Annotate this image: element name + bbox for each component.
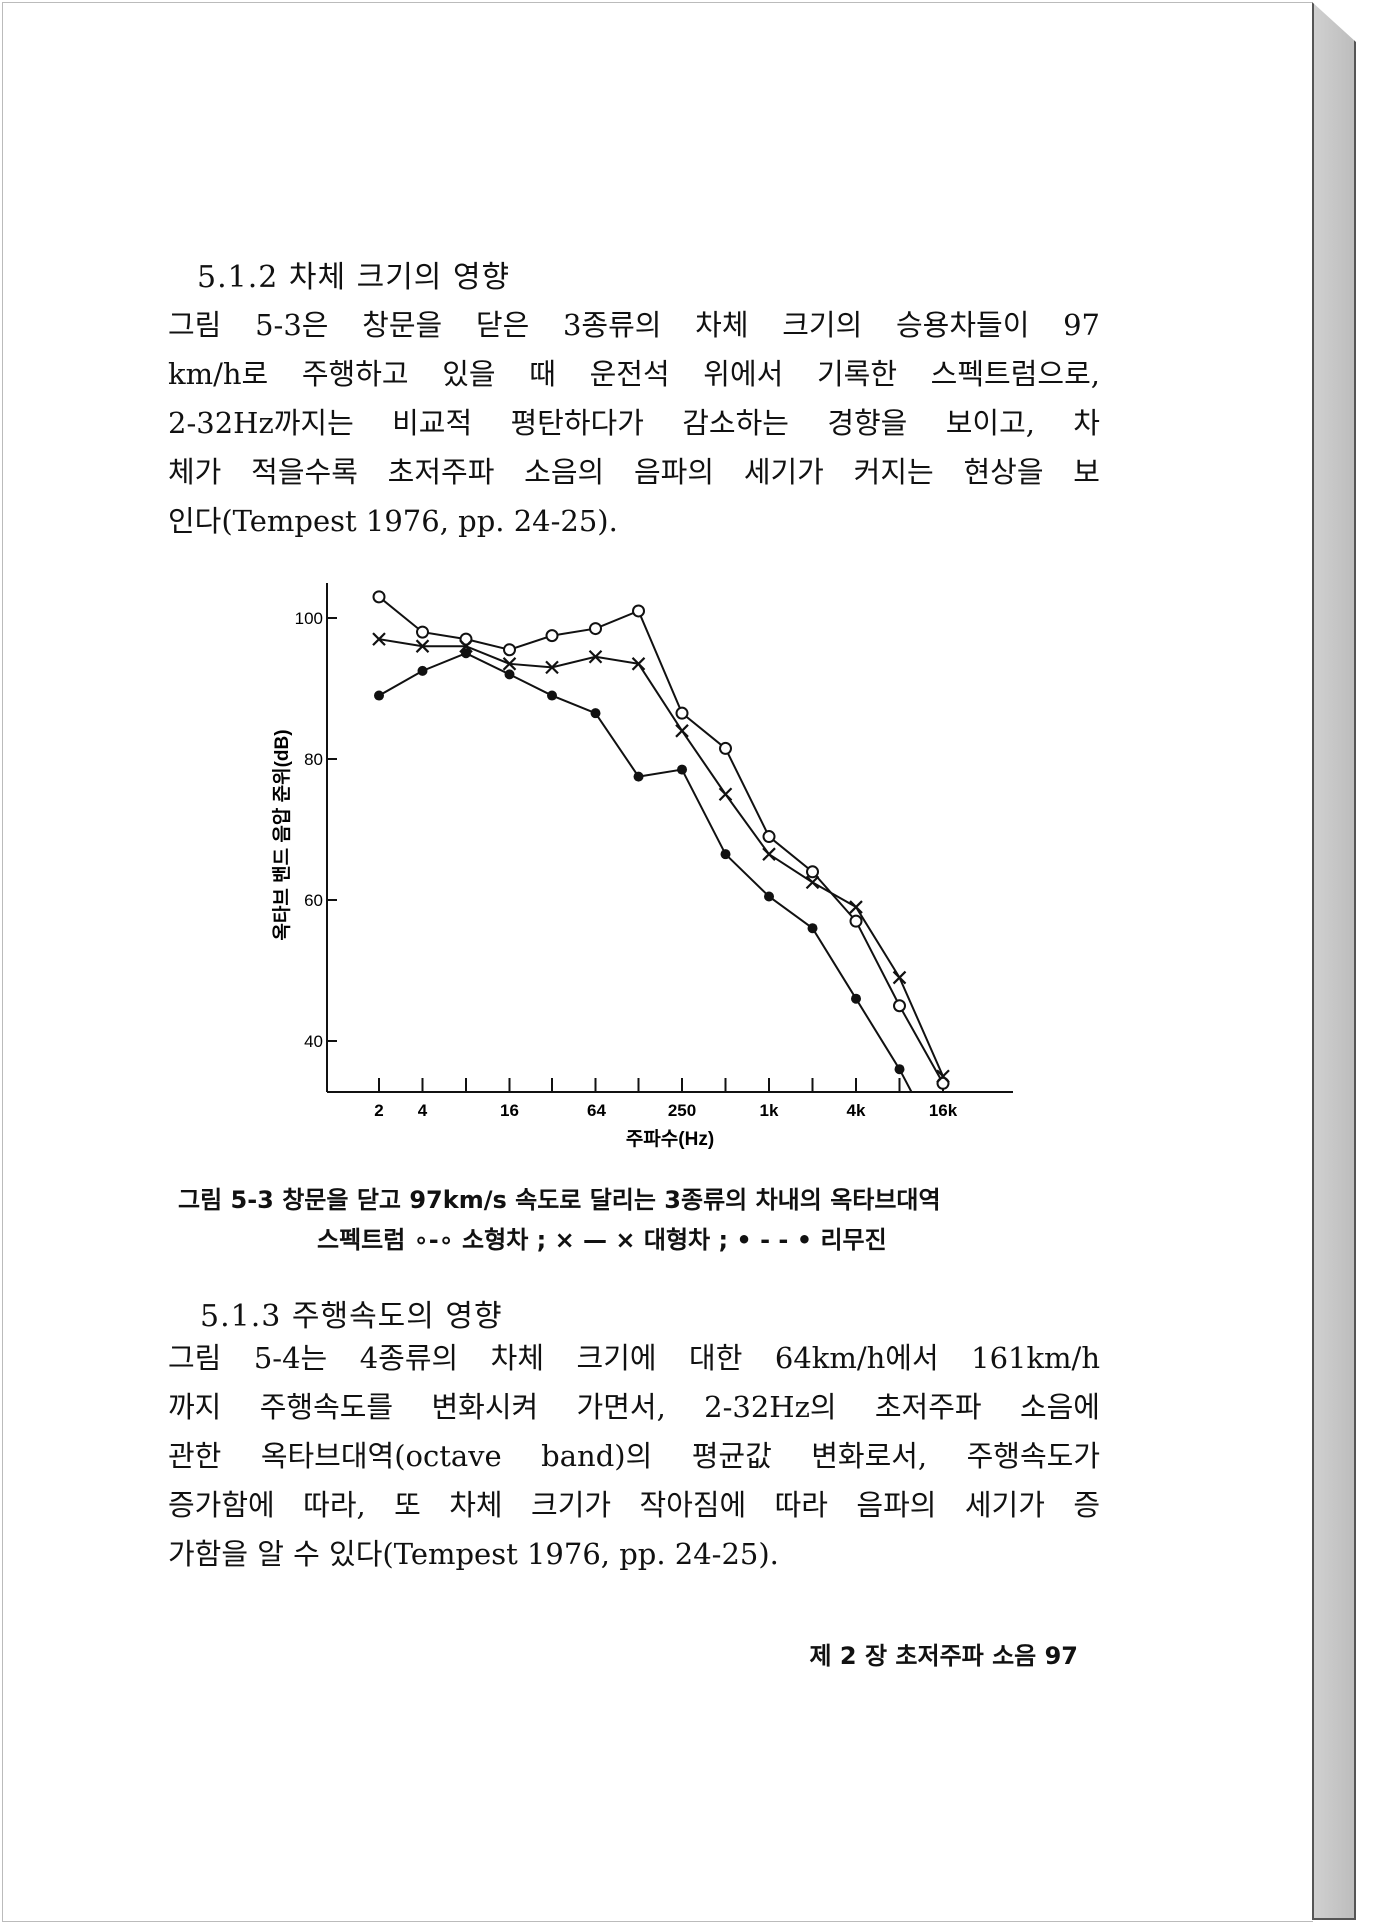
data-point-open-circle	[719, 741, 733, 755]
x-axis-label: 주파수(Hz)	[626, 1128, 714, 1150]
paragraph-5-1-3: 그림 5-4는 4종류의 차체 크기에 대한 64km/h에서 161km/h …	[168, 1334, 1100, 1579]
y-tick-label: 80	[304, 750, 323, 769]
page-footer: 제 2 장 초저주파 소음 97	[809, 1642, 1078, 1670]
x-tick-label: 250	[668, 1101, 696, 1120]
text-line: 인다(Tempest 1976, pp. 24-25).	[168, 504, 618, 538]
text-line: 그림 5-3은 창문을 닫은 3종류의 차체 크기의 승용차들이 97	[168, 308, 1100, 342]
data-point-filled-dot	[851, 993, 862, 1004]
spectrum-chart: 40 60 80 100 2 4 16 64 250 1k 4k 16k 주파수(Hz) 옥타브 밴드 음…	[271, 583, 1013, 1150]
data-point-cross	[502, 657, 517, 671]
series-line-cross	[378, 638, 944, 1077]
data-point-open-circle	[372, 590, 386, 604]
text-line: 2-32Hz까지는 비교적 평탄하다가 감소하는 경향을 보이고, 차	[168, 406, 1100, 440]
data-point-filled-dot	[677, 764, 688, 775]
text-line: 가함을 알 수 있다(Tempest 1976, pp. 24-25).	[168, 1537, 779, 1571]
y-tick-label: 40	[304, 1032, 323, 1051]
data-point-filled-dot	[633, 771, 644, 782]
section-heading-5-1-2: 5.1.2 차체 크기의 영향	[197, 260, 511, 295]
x-tick-label: 4k	[847, 1101, 866, 1120]
data-point-filled-dot	[417, 665, 428, 676]
data-point-cross	[849, 900, 863, 914]
y-axis-label: 옥타브 밴드 음압 준위(dB)	[271, 729, 293, 940]
text-line: km/h로 주행하고 있을 때 운전석 위에서 기록한 스펙트럼으로,	[168, 357, 1100, 391]
text-line: 그림 5-4는 4종류의 차체 크기에 대한 64km/h에서 161km/h	[168, 1341, 1100, 1375]
data-point-filled-dot	[590, 708, 601, 719]
data-point-filled-dot	[764, 891, 775, 902]
text-line: 관한 옥타브대역(octave band)의 평균값 변화로서, 주행속도가	[168, 1439, 1100, 1473]
data-point-filled-dot	[720, 849, 731, 860]
figure-caption-line1: 그림 5-3 창문을 닫고 97km/s 속도로 달리는 3종류의 차내의 옥타…	[178, 1186, 941, 1214]
data-point-open-circle	[849, 914, 863, 928]
data-point-cross	[675, 724, 689, 738]
data-point-cross	[415, 639, 430, 653]
text-line: 증가함에 따라, 또 차체 크기가 작아짐에 따라 음파의 세기가 증	[168, 1488, 1100, 1522]
data-point-cross	[588, 649, 603, 664]
page-frame	[2, 2, 1313, 1922]
data-point-open-circle	[806, 865, 820, 879]
text-line: 체가 적을수록 초저주파 소음의 음파의 세기가 커지는 현상을 보	[168, 455, 1100, 489]
data-point-open-circle	[545, 629, 559, 643]
data-point-filled-dot	[807, 923, 818, 934]
x-tick-label: 16	[500, 1101, 519, 1120]
section-heading-5-1-3: 5.1.3 주행속도의 영향	[200, 1299, 503, 1334]
data-point-filled-dot	[894, 1064, 905, 1075]
y-tick-label: 100	[295, 609, 323, 628]
data-point-open-circle	[762, 830, 776, 844]
figure-caption-line2: 스펙트럼 ∘-∘ 소형차 ; × — × 대형차 ; • - - • 리무진	[317, 1226, 887, 1254]
data-point-cross	[718, 787, 733, 802]
data-point-cross	[805, 875, 820, 890]
x-tick-label: 64	[587, 1101, 606, 1120]
y-tick-label: 60	[304, 891, 323, 910]
x-tick-label: 16k	[929, 1101, 958, 1120]
x-tick-label: 4	[418, 1101, 428, 1120]
data-point-cross	[762, 847, 776, 861]
data-point-open-circle	[416, 625, 429, 639]
x-tick-label: 1k	[760, 1101, 779, 1120]
data-point-cross	[936, 1069, 950, 1084]
data-point-cross	[892, 970, 907, 985]
data-point-open-circle	[589, 622, 603, 636]
data-point-open-circle	[503, 643, 516, 657]
data-point-cross	[459, 639, 473, 653]
series-line-filled-dot	[378, 652, 913, 1093]
series-line-open-circle	[378, 596, 944, 1084]
data-point-open-circle	[632, 604, 646, 618]
data-point-filled-dot	[461, 648, 471, 659]
data-point-filled-dot	[374, 690, 384, 701]
data-point-cross	[631, 657, 646, 671]
data-point-filled-dot	[504, 669, 515, 680]
book-page-edge	[1312, 2, 1356, 1920]
text-line: 까지 주행속도를 변화시켜 가면서, 2-32Hz의 초저주파 소음에	[168, 1390, 1100, 1424]
data-point-filled-dot	[547, 690, 558, 701]
paragraph-5-1-2: 그림 5-3은 창문을 닫은 3종류의 차체 크기의 승용차들이 97 km/h…	[168, 301, 1100, 546]
page-corner	[1312, 2, 1356, 42]
data-point-open-circle	[893, 999, 907, 1013]
x-tick-label: 2	[374, 1101, 383, 1120]
data-point-cross	[372, 632, 386, 646]
data-point-cross	[545, 660, 559, 675]
data-point-open-circle	[675, 706, 689, 720]
